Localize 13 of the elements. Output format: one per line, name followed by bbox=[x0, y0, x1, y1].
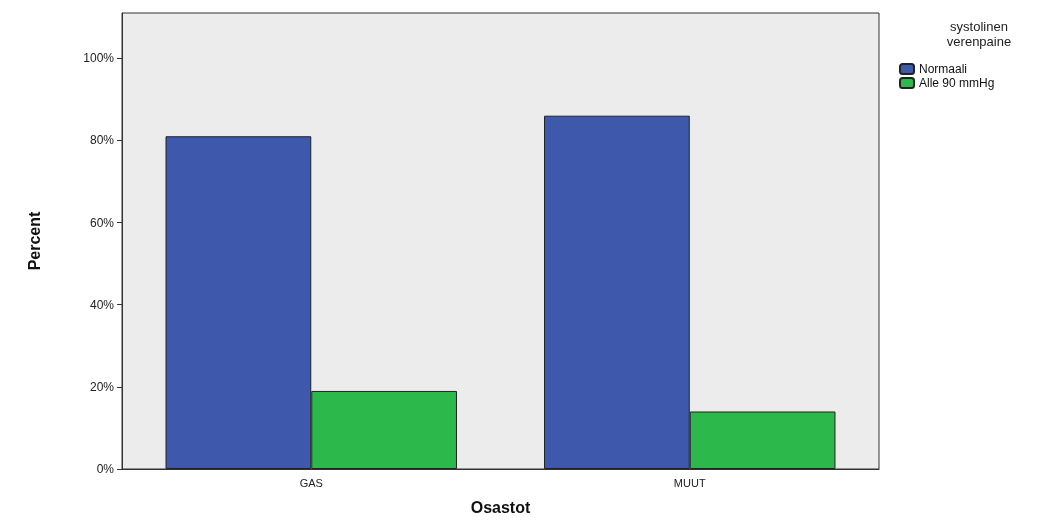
y-tick-label: 100% bbox=[83, 51, 115, 66]
x-tick-label: GAS bbox=[299, 476, 323, 489]
x-axis-title: Osastot bbox=[470, 498, 531, 516]
y-tick-label: 40% bbox=[89, 297, 115, 312]
x-tick-label: MUUT bbox=[673, 476, 706, 489]
y-axis-title: Percent bbox=[25, 210, 43, 271]
legend-label: Alle 90 mmHg bbox=[919, 76, 995, 90]
legend-label: Normaali bbox=[919, 62, 968, 76]
y-tick-label: 60% bbox=[89, 215, 115, 230]
y-tick-label: 0% bbox=[96, 462, 115, 476]
y-tick-label: 80% bbox=[89, 133, 115, 148]
y-tick-label: 20% bbox=[89, 379, 115, 394]
legend-title: systolinen verenpaine bbox=[946, 19, 1012, 49]
